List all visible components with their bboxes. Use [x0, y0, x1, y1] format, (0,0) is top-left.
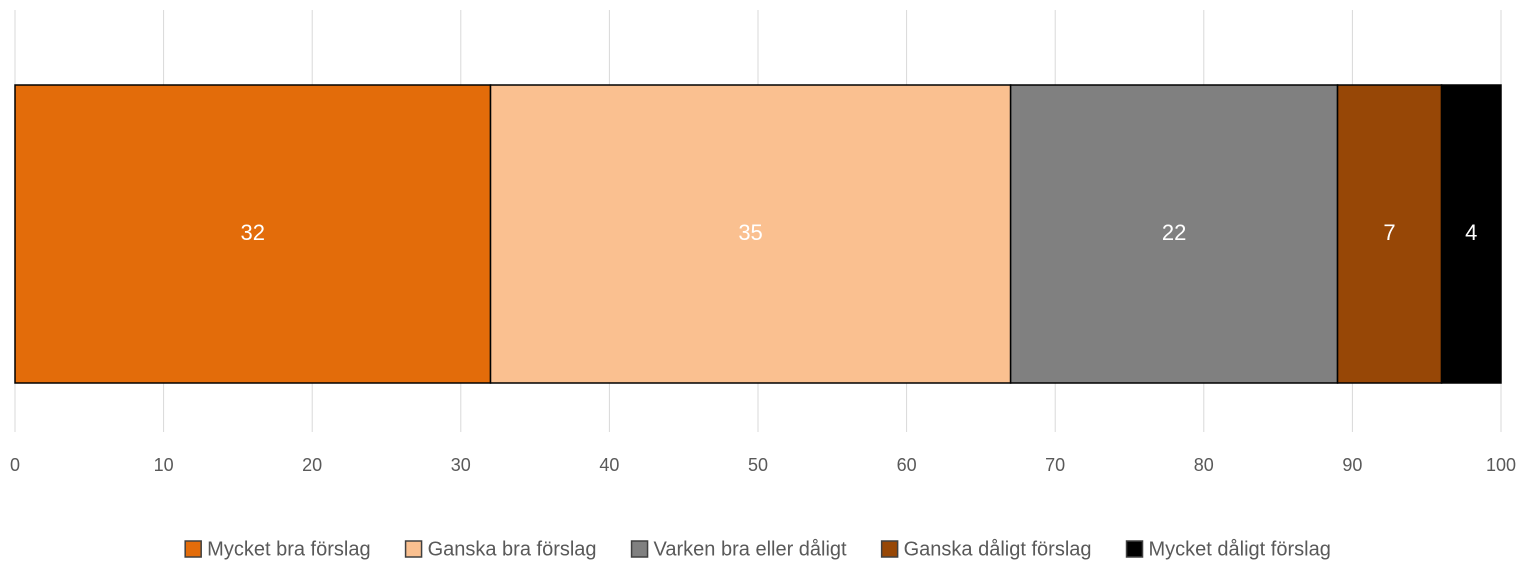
bar-segment [1009, 84, 1339, 384]
legend: Mycket bra förslag Ganska bra förslag Vark… [184, 538, 1331, 560]
legend-swatch [630, 540, 649, 558]
data-label: 22 [1162, 220, 1186, 245]
x-tick-label: 10 [154, 455, 174, 475]
legend-swatch [880, 540, 899, 558]
data-label: 35 [738, 220, 762, 245]
legend-swatch [184, 540, 202, 558]
x-tick-label: 80 [1194, 455, 1214, 475]
bar-segment [489, 84, 1012, 384]
legend-swatch [1125, 540, 1144, 558]
x-tick-label: 100 [1486, 455, 1516, 475]
x-tick-label: 70 [1045, 455, 1065, 475]
legend-label: Varken bra eller dåligt [654, 538, 848, 560]
legend-swatch [404, 540, 423, 558]
legend-label: Ganska dåligt förslag [904, 538, 1092, 560]
data-label: 7 [1383, 220, 1395, 245]
data-label: 32 [241, 220, 265, 245]
x-tick-label: 50 [748, 455, 768, 475]
x-tick-label: 60 [897, 455, 917, 475]
x-tick-label: 0 [10, 455, 20, 475]
bar-segment [1336, 84, 1443, 384]
bar-segment [14, 84, 492, 384]
legend-label: Mycket dåligt förslag [1149, 538, 1331, 560]
x-tick-label: 20 [302, 455, 322, 475]
data-label: 4 [1465, 220, 1477, 245]
x-tick-label: 30 [451, 455, 471, 475]
x-tick-label: 40 [599, 455, 619, 475]
x-tick-label: 90 [1342, 455, 1362, 475]
legend-label: Mycket bra förslag [207, 538, 370, 560]
bar-segment [1440, 84, 1502, 384]
legend-label: Ganska bra förslag [428, 538, 597, 560]
